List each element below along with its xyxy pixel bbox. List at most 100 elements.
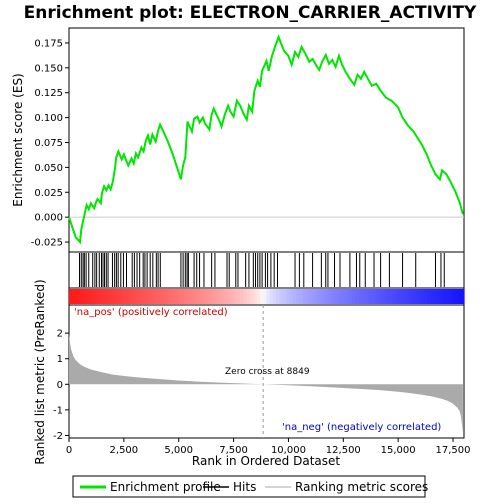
es-y-tick-label: 0.050 (34, 163, 63, 174)
rank-bar-segment (365, 289, 370, 304)
rank-bar-segment (69, 289, 73, 304)
rank-bar-segment (401, 289, 406, 304)
rank-bar-segment (309, 289, 314, 304)
rank-bar-segment (128, 289, 133, 304)
rank-bar-segment (434, 289, 439, 304)
rank-bar-segment (319, 289, 324, 304)
chart-title: Enrichment plot: ELECTRON_CARRIER_ACTIVI… (24, 3, 477, 23)
rank-bar-segment (240, 289, 245, 304)
rank-bar-segment (352, 289, 356, 304)
rank-bar-segment (101, 289, 106, 304)
rank-bar-segment (322, 289, 327, 304)
rank-bar-segment (329, 289, 333, 304)
pos-correlated-label: 'na_pos' (positively correlated) (74, 307, 228, 318)
metric-x-axis-label: Rank in Ordered Dataset (192, 454, 340, 468)
rank-bar-segment (404, 289, 409, 304)
metric-x-tick-label: 15,000 (381, 445, 416, 456)
metric-y-tick-label: -2 (53, 431, 63, 442)
rank-bar-segment (167, 289, 172, 304)
es-y-axis-label: Enrichment score (ES) (11, 73, 25, 206)
rank-bar-segment (266, 289, 271, 304)
metric-y-ticks: -2 -1 0 1 2 (53, 329, 69, 442)
rank-bar-segment (187, 289, 192, 304)
rank-bar-segment (213, 289, 218, 304)
rank-bar-segment (253, 289, 258, 304)
rank-bar-segment (111, 289, 116, 304)
rank-bar-segment (338, 289, 343, 304)
rank-bar-segment (220, 289, 225, 304)
rank-bar-segment (394, 289, 399, 304)
rank-bar-segment (92, 289, 96, 304)
zero-cross-label: Zero cross at 8849 (225, 367, 310, 377)
rank-bar-segment (302, 289, 307, 304)
metric-y-tick-label: 1 (57, 354, 63, 365)
rank-bar-segment (154, 289, 159, 304)
rank-bar-segment (381, 289, 386, 304)
rank-bar-segment (388, 289, 393, 304)
es-y-tick-label: 0.150 (34, 63, 63, 74)
metric-x-tick-label: 12,500 (326, 445, 361, 456)
rank-bar-segment (417, 289, 422, 304)
rank-bar-segment (207, 289, 212, 304)
rank-bar-segment (345, 289, 350, 304)
rank-bar-segment (197, 289, 202, 304)
rank-bar-segment (325, 289, 330, 304)
rank-bar-segment (118, 289, 123, 304)
rank-bar-segment (457, 289, 462, 304)
rank-bar-segment (335, 289, 340, 304)
rank-bar-segment (246, 289, 251, 304)
rank-color-bar (69, 289, 465, 304)
rank-bar-segment (263, 289, 268, 304)
rank-bar-segment (124, 289, 129, 304)
rank-bar-segment (454, 289, 459, 304)
rank-bar-segment (414, 289, 419, 304)
rank-bar-segment (223, 289, 228, 304)
rank-bar-segment (138, 289, 143, 304)
rank-bar-segment (289, 289, 294, 304)
rank-bar-segment (358, 289, 363, 304)
rank-bar-segment (450, 289, 455, 304)
rank-bar-segment (227, 289, 231, 304)
rank-bar-segment (148, 289, 152, 304)
metric-y-tick-label: -1 (53, 405, 63, 416)
metric-x-tick-label: 0 (66, 445, 72, 456)
hits-group (79, 253, 445, 287)
rank-bar-segment (174, 289, 179, 304)
rank-bar-segment (164, 289, 169, 304)
rank-bar-segment (72, 289, 77, 304)
legend-box (72, 475, 426, 498)
rank-bar-segment (273, 289, 277, 304)
metric-x-tick-label: 2,500 (110, 445, 139, 456)
metric-x-tick-label: 5,000 (164, 445, 193, 456)
rank-bar-segment (342, 289, 347, 304)
rank-bar-segment (391, 289, 396, 304)
rank-bar-segment (75, 289, 80, 304)
metric-x-tick-label: 7,500 (219, 445, 248, 456)
legend-label: Hits (233, 480, 256, 494)
rank-bar-segment (292, 289, 297, 304)
hits-panel-frame (68, 251, 465, 289)
rank-bar-segment (194, 289, 198, 304)
metric-y-tick-label: 2 (57, 329, 63, 340)
rank-bar-segment (315, 289, 320, 304)
rank-bar-segment (431, 289, 435, 304)
es-y-tick-label: 0.125 (34, 88, 63, 99)
es-y-tick-label: 0.000 (34, 213, 63, 224)
rank-bar-segment (296, 289, 301, 304)
rank-bar-segment (312, 289, 317, 304)
rank-bar-segment (269, 289, 274, 304)
metric-x-tick-label: 17,500 (436, 445, 471, 456)
rank-bar-segment (371, 289, 376, 304)
rank-bar-segment (157, 289, 162, 304)
rank-bar-segment (385, 289, 389, 304)
rank-bar-segment (210, 289, 215, 304)
metric-panel-frame (68, 304, 465, 439)
rank-bar-segment (375, 289, 380, 304)
neg-correlated-label: 'na_neg' (negatively correlated) (282, 422, 441, 433)
rank-bar-segment (95, 289, 100, 304)
metric-y-axis-label: Ranked list metric (PreRanked) (33, 279, 47, 464)
ranking-metric-area (69, 334, 463, 433)
rank-bar-segment (408, 289, 412, 304)
rank-bar-segment (230, 289, 235, 304)
rank-bar-segment (78, 289, 83, 304)
